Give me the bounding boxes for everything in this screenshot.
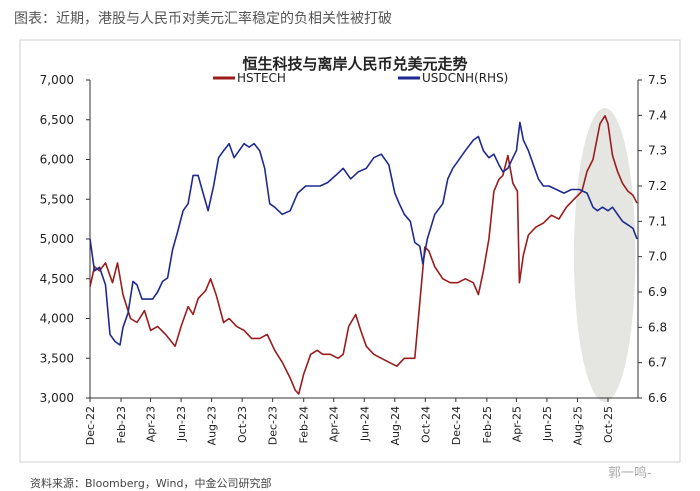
- right-tick-label: 7.4: [648, 108, 667, 122]
- x-tick-label: Oct-24: [419, 406, 432, 443]
- left-tick-label: 5,500: [40, 192, 74, 206]
- x-tick-label: Jun-25: [541, 406, 554, 442]
- right-tick-label: 6.9: [648, 285, 667, 299]
- right-tick-label: 6.7: [648, 356, 667, 370]
- right-tick-label: 6.6: [648, 391, 667, 405]
- x-tick-label: Aug-24: [389, 406, 402, 445]
- highlight-ellipse: [573, 108, 636, 402]
- right-tick-label: 7.0: [648, 250, 667, 264]
- watermark: 郭一鸣-: [608, 466, 652, 481]
- x-tick-label: Apr-25: [510, 406, 523, 442]
- series-line-hstech: [89, 115, 638, 395]
- right-tick-label: 7.2: [648, 179, 667, 193]
- left-tick-label: 4,000: [40, 312, 74, 326]
- x-tick-label: Oct-23: [236, 406, 249, 443]
- legend-label-hstech: HSTECH: [237, 71, 286, 85]
- legend-label-usdcnh: USDCNH(RHS): [422, 71, 508, 85]
- left-tick-label: 3,000: [40, 391, 74, 405]
- x-tick-label: Dec-23: [267, 406, 280, 445]
- x-tick-label: Jun-24: [358, 406, 371, 442]
- x-tick-label: Oct-25: [602, 406, 615, 443]
- x-axis-ticks: Dec-22 Feb-23 Apr-23 Jun-23 Aug-23 Oct-23 Dec-…: [84, 398, 615, 445]
- axes: [89, 80, 639, 399]
- x-tick-label: Feb-23: [115, 406, 128, 443]
- right-tick-label: 7.3: [648, 144, 667, 158]
- left-axis-ticks: 3,000 3,500 4,000 4,500 5,000 5,500 6,000 6,500…: [40, 73, 90, 405]
- x-tick-label: Feb-25: [481, 406, 494, 443]
- x-tick-label: Jun-23: [175, 406, 188, 442]
- right-axis-ticks: 6.6 6.7 6.8 6.9 7.0 7.1 7.2 7.3 7.4 7.5: [638, 73, 667, 405]
- x-tick-label: Dec-24: [450, 406, 463, 445]
- chart-frame: [19, 39, 681, 463]
- left-tick-label: 4,500: [40, 272, 74, 286]
- series-line-usdcnh: [89, 121, 638, 346]
- left-tick-label: 5,000: [40, 232, 74, 246]
- left-tick-label: 6,500: [40, 113, 74, 127]
- x-tick-label: Feb-24: [298, 406, 311, 443]
- left-tick-label: 7,000: [40, 73, 74, 87]
- left-tick-label: 3,500: [40, 351, 74, 365]
- x-tick-label: Apr-24: [328, 406, 341, 442]
- right-tick-label: 6.8: [648, 320, 667, 334]
- x-tick-label: Dec-22: [84, 406, 97, 445]
- x-tick-label: Aug-25: [571, 406, 584, 445]
- left-tick-label: 6,000: [40, 153, 74, 167]
- series-lines: [89, 115, 638, 395]
- right-tick-label: 7.5: [648, 73, 667, 87]
- legend: HSTECH USDCNH(RHS): [213, 71, 508, 85]
- x-tick-label: Aug-23: [206, 406, 219, 445]
- source-note: 资料来源：Bloomberg，Wind，中金公司研究部: [30, 477, 272, 490]
- figure-caption: 图表：近期，港股与人民币对美元汇率稳定的负相关性被打破: [14, 11, 392, 27]
- chart-title: 恒生科技与离岸人民币兑美元走势: [242, 55, 467, 73]
- right-tick-label: 7.1: [648, 214, 667, 228]
- x-tick-label: Apr-23: [145, 406, 158, 442]
